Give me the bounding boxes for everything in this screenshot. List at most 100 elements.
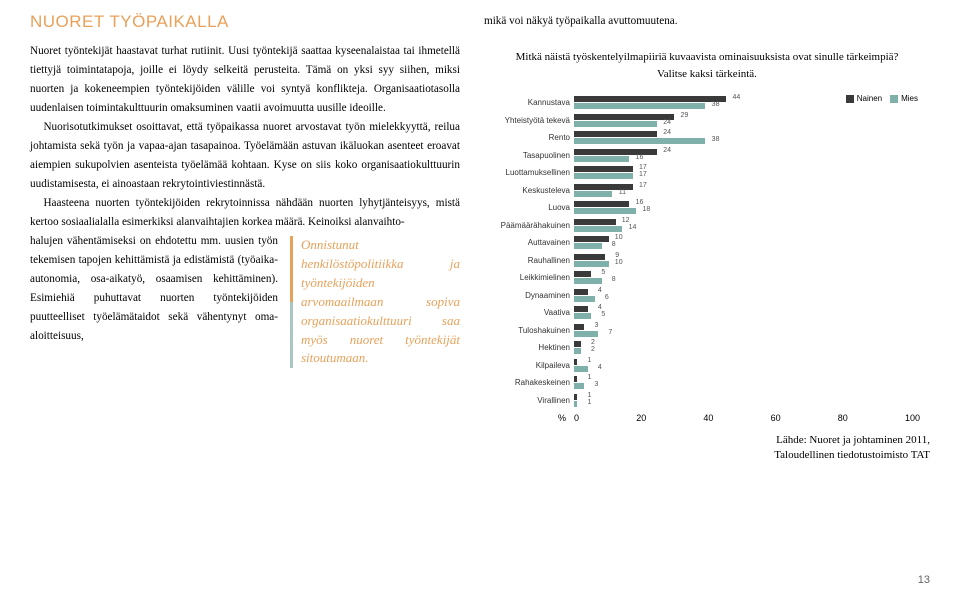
bar-value: 2 xyxy=(591,346,595,353)
bar-value: 17 xyxy=(639,182,647,189)
chart-row: Yhteistyötä tekevä2924 xyxy=(574,112,920,130)
bar-value: 1 xyxy=(588,374,592,381)
bar-m: 38 xyxy=(574,138,705,144)
axis-tick: 80 xyxy=(838,413,848,423)
bar-value: 6 xyxy=(605,294,609,301)
bar-value: 16 xyxy=(636,154,644,161)
bar-m: 38 xyxy=(574,103,705,109)
category-label: Kannustava xyxy=(484,98,570,107)
source-line: Lähde: Nuoret ja johtaminen 2011, xyxy=(484,433,930,448)
bar-value: 7 xyxy=(608,329,612,336)
category-label: Hektinen xyxy=(484,343,570,352)
bar-value: 1 xyxy=(588,392,592,399)
axis-tick: 40 xyxy=(703,413,713,423)
bar-value: 12 xyxy=(622,217,630,224)
bar-m: 2 xyxy=(574,348,581,354)
bar-value: 14 xyxy=(629,224,637,231)
bar-f: 29 xyxy=(574,114,674,120)
axis-tick: 60 xyxy=(771,413,781,423)
bar-value: 9 xyxy=(615,252,619,259)
chart-row: Dynaaminen46 xyxy=(574,287,920,305)
chart-row: Rahakeskeinen13 xyxy=(574,374,920,392)
chart-row: Keskusteleva1711 xyxy=(574,182,920,200)
bar-m: 8 xyxy=(574,243,602,249)
bar-f: 4 xyxy=(574,289,588,295)
bar-value: 10 xyxy=(615,259,623,266)
bar-value: 44 xyxy=(732,94,740,101)
bar-f: 3 xyxy=(574,324,584,330)
bar-value: 1 xyxy=(588,357,592,364)
chart-row: Leikkimielinen58 xyxy=(574,269,920,287)
bar-value: 1 xyxy=(588,399,592,406)
axis-tick: 100 xyxy=(905,413,920,423)
category-label: Luova xyxy=(484,203,570,212)
bar-f: 1 xyxy=(574,376,577,382)
bar-f: 24 xyxy=(574,131,657,137)
category-label: Päämäärähakuinen xyxy=(484,221,570,230)
chart-row: Rauhallinen910 xyxy=(574,252,920,270)
paragraph: Haasteena nuorten työntekijöiden rekryto… xyxy=(30,194,460,232)
section-title: NUORET TYÖPAIKALLA xyxy=(30,12,460,32)
bar-value: 4 xyxy=(598,364,602,371)
page-number: 13 xyxy=(918,574,930,586)
bar-value: 4 xyxy=(598,287,602,294)
bar-f: 5 xyxy=(574,271,591,277)
category-label: Rento xyxy=(484,133,570,142)
bar-m: 14 xyxy=(574,226,622,232)
bar-f: 2 xyxy=(574,341,581,347)
bar-value: 24 xyxy=(663,147,671,154)
bar-value: 3 xyxy=(594,322,598,329)
source-line: Taloudellinen tiedotustoimisto TAT xyxy=(484,448,930,463)
category-label: Virallinen xyxy=(484,396,570,405)
axis-pct-label: % xyxy=(558,413,566,423)
paragraph: Nuoret työntekijät haastavat turhat ruti… xyxy=(30,42,460,118)
bar-f: 1 xyxy=(574,394,577,400)
category-label: Leikkimielinen xyxy=(484,273,570,282)
bar-value: 5 xyxy=(601,269,605,276)
category-label: Rahakeskeinen xyxy=(484,378,570,387)
bar-value: 24 xyxy=(663,119,671,126)
category-label: Tuloshakuinen xyxy=(484,326,570,335)
category-label: Auttavainen xyxy=(484,238,570,247)
category-label: Yhteistyötä tekevä xyxy=(484,116,570,125)
bar-value: 8 xyxy=(612,276,616,283)
bar-m: 7 xyxy=(574,331,598,337)
chart-row: Tasapuolinen2416 xyxy=(574,147,920,165)
bar-m: 18 xyxy=(574,208,636,214)
bar-m: 6 xyxy=(574,296,595,302)
chart-row: Vaativa45 xyxy=(574,304,920,322)
bar-f: 44 xyxy=(574,96,726,102)
bar-f: 9 xyxy=(574,254,605,260)
bar-value: 29 xyxy=(681,112,689,119)
category-label: Vaativa xyxy=(484,308,570,317)
category-label: Tasapuolinen xyxy=(484,151,570,160)
bar-m: 4 xyxy=(574,366,588,372)
bar-value: 5 xyxy=(601,311,605,318)
bar-m: 10 xyxy=(574,261,609,267)
bar-m: 11 xyxy=(574,191,612,197)
bar-value: 10 xyxy=(615,234,623,241)
bar-value: 17 xyxy=(639,164,647,171)
bar-value: 4 xyxy=(598,304,602,311)
bar-m: 24 xyxy=(574,121,657,127)
bar-m: 1 xyxy=(574,401,577,407)
chart-row: Auttavainen108 xyxy=(574,234,920,252)
bar-f: 24 xyxy=(574,149,657,155)
bar-f: 10 xyxy=(574,236,609,242)
bar-m: 8 xyxy=(574,278,602,284)
chart-row: Luova1618 xyxy=(574,199,920,217)
continuation-text: mikä voi näkyä työpaikalla avuttomuutena… xyxy=(484,12,930,31)
bar-f: 4 xyxy=(574,306,588,312)
category-label: Luottamuksellinen xyxy=(484,168,570,177)
axis-tick: 20 xyxy=(636,413,646,423)
bar-m: 17 xyxy=(574,173,633,179)
bar-value: 38 xyxy=(712,101,720,108)
bar-f: 17 xyxy=(574,166,633,172)
bar-value: 8 xyxy=(612,241,616,248)
bar-value: 11 xyxy=(619,189,626,196)
chart-row: Tuloshakuinen37 xyxy=(574,322,920,340)
bar-value: 38 xyxy=(712,136,720,143)
bar-m: 3 xyxy=(574,383,584,389)
bar-value: 16 xyxy=(636,199,644,206)
chart-row: Luottamuksellinen1717 xyxy=(574,164,920,182)
